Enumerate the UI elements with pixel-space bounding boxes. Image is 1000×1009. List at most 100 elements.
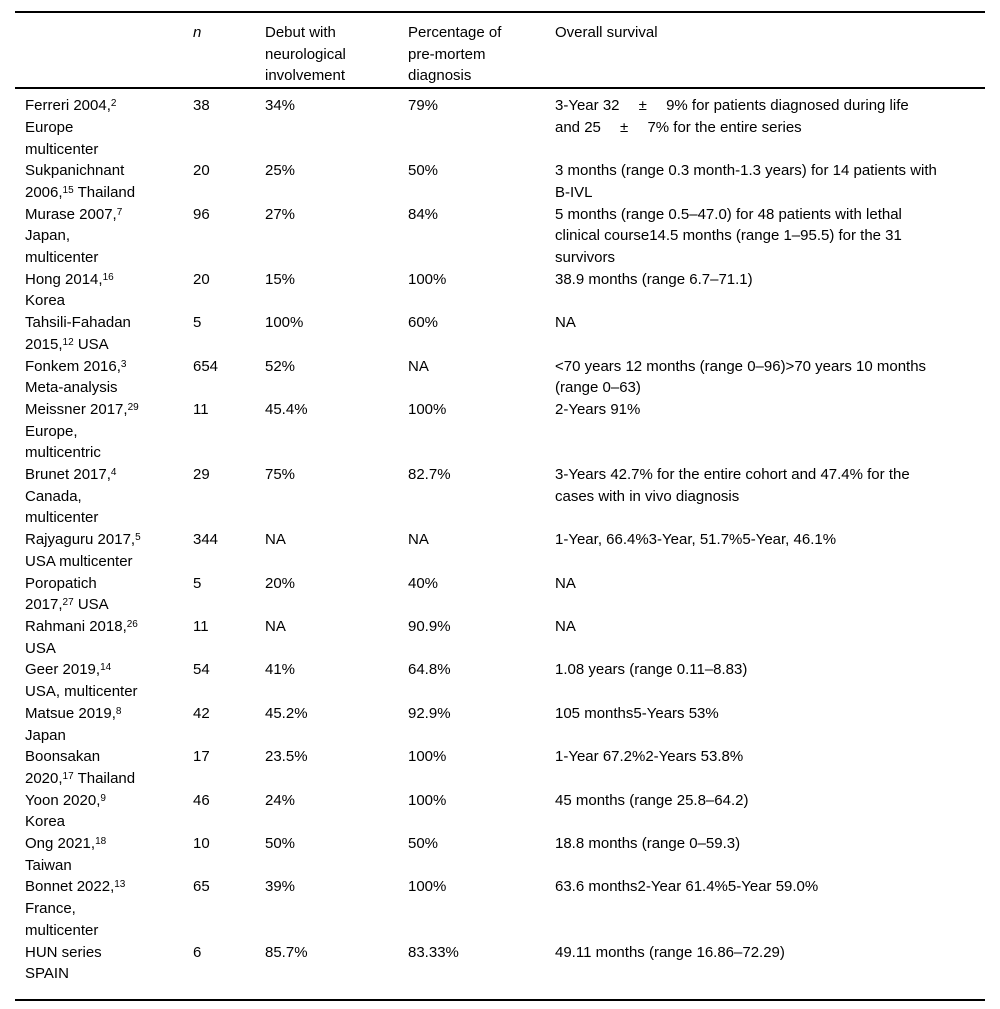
n-cell: 11 <box>193 617 209 635</box>
survival-cell: 49.11 months (range 16.86–72.29) <box>555 943 785 961</box>
table-row: Fonkem 2016,3 Meta-analysis 654 52% NA <70 y… <box>15 356 985 399</box>
premortem-cell: 79% <box>408 97 439 115</box>
table-header: n Debut with neurological involvement Pe… <box>15 12 985 90</box>
premortem-cell: 90.9% <box>408 617 451 635</box>
reference-superscript: 4 <box>110 467 117 479</box>
debut-cell: 45.2% <box>265 704 308 722</box>
reference-superscript: 27 <box>62 597 74 609</box>
n-cell: 654 <box>193 357 219 375</box>
table-row: Ferreri 2004,2 Europe multicenter 38 34% 79… <box>15 88 985 160</box>
study-cell: Poropatich 2017,27 USA <box>25 574 109 614</box>
n-cell: 38 <box>193 97 210 115</box>
reference-superscript: 16 <box>102 271 114 283</box>
n-cell: 42 <box>193 704 210 722</box>
study-cell: Hong 2014,16 Korea <box>25 270 114 310</box>
reference-superscript: 12 <box>62 336 74 348</box>
table-row: HUN series SPAIN 6 85.7% 83.33% 49.11 months… <box>15 942 985 1000</box>
survival-cell: 1-Year 67.2%2-Years 53.8% <box>555 748 744 766</box>
premortem-cell: 64.8% <box>408 661 451 679</box>
debut-cell: 27% <box>265 205 296 223</box>
reference-superscript: 29 <box>127 401 139 413</box>
reference-superscript: 26 <box>126 618 138 630</box>
n-cell: 29 <box>193 466 210 484</box>
debut-cell: 52% <box>265 357 296 375</box>
table-row: Poropatich 2017,27 USA 5 20% 40% NA <box>15 573 985 616</box>
study-cell: Yoon 2020,9 Korea <box>25 791 106 831</box>
table-row: Ong 2021,18 Taiwan 10 50% 50% 18.8 months (r… <box>15 833 985 876</box>
n-cell: 6 <box>193 943 202 961</box>
survival-cell: 1.08 years (range 0.11–8.83) <box>555 661 748 679</box>
col-header-premortem: Percentage of pre-mortem diagnosis <box>408 12 555 90</box>
table-row: Geer 2019,14 USA, multicenter 54 41% 64.8% 1… <box>15 659 985 702</box>
table-row: Matsue 2019,8 Japan 42 45.2% 92.9% 105 month… <box>15 703 985 746</box>
premortem-cell: 84% <box>408 205 439 223</box>
n-cell: 46 <box>193 791 210 809</box>
study-cell: HUN series SPAIN <box>25 943 102 983</box>
survival-cell: NA <box>555 617 576 635</box>
premortem-cell: 92.9% <box>408 704 451 722</box>
debut-cell: 39% <box>265 878 296 896</box>
survival-cell: 45 months (range 25.8–64.2) <box>555 791 749 809</box>
premortem-cell: 50% <box>408 835 439 853</box>
reference-superscript: 14 <box>100 662 112 674</box>
debut-cell: 23.5% <box>265 748 308 766</box>
reference-superscript: 17 <box>62 770 74 782</box>
table-row: Tahsili-Fahadan 2015,12 USA 5 100% 60% NA <box>15 312 985 355</box>
col-header-n: n <box>193 12 265 90</box>
debut-cell: 25% <box>265 162 296 180</box>
premortem-cell: NA <box>408 357 429 375</box>
survival-cell: 1-Year, 66.4%3-Year, 51.7%5-Year, 46.1% <box>555 531 837 549</box>
premortem-cell: 100% <box>408 400 447 418</box>
reference-superscript: 13 <box>114 879 126 891</box>
n-cell: 65 <box>193 878 210 896</box>
debut-cell: 20% <box>265 574 296 592</box>
survival-cell: 3 months (range 0.3 month-1.3 years) for… <box>555 162 937 201</box>
survival-cell: 105 months5-Years 53% <box>555 704 719 722</box>
premortem-cell: NA <box>408 531 429 549</box>
survival-cell: 2-Years 91% <box>555 400 641 418</box>
survival-cell: NA <box>555 314 576 332</box>
table-row: Sukpanichnant 2006,15 Thailand 20 25% 50% 3 … <box>15 160 985 203</box>
n-cell: 17 <box>193 748 210 766</box>
table-row: Boonsakan 2020,17 Thailand 17 23.5% 100% 1-Y… <box>15 746 985 789</box>
reference-superscript: 9 <box>100 792 106 804</box>
debut-cell: 100% <box>265 314 304 332</box>
premortem-cell: 100% <box>408 878 447 896</box>
debut-cell: NA <box>265 617 286 635</box>
premortem-cell: 50% <box>408 162 439 180</box>
study-cell: Matsue 2019,8 Japan <box>25 704 122 744</box>
reference-superscript: 18 <box>95 836 107 848</box>
survival-cell: 63.6 months2-Year 61.4%5-Year 59.0% <box>555 878 819 896</box>
n-cell: 344 <box>193 531 219 549</box>
table-row: Rajyaguru 2017,5 USA multicenter 344 NA NA 1… <box>15 529 985 572</box>
study-cell: Rahmani 2018,26 USA <box>25 617 138 657</box>
debut-cell: 15% <box>265 270 296 288</box>
study-cell: Meissner 2017,29 Europe, multicentric <box>25 400 139 462</box>
study-cell: Tahsili-Fahadan 2015,12 USA <box>25 314 131 353</box>
survival-cell: 18.8 months (range 0–59.3) <box>555 835 741 853</box>
premortem-cell: 40% <box>408 574 439 592</box>
col-header-overall-survival: Overall survival <box>555 12 985 90</box>
premortem-cell: 100% <box>408 748 447 766</box>
debut-cell: NA <box>265 531 286 549</box>
reference-superscript: 15 <box>62 184 74 196</box>
table-row: Yoon 2020,9 Korea 46 24% 100% 45 months (ran… <box>15 790 985 833</box>
premortem-cell: 100% <box>408 791 447 809</box>
survival-cell: 3-Years 42.7% for the entire cohort and … <box>555 466 910 505</box>
table-row: Meissner 2017,29 Europe, multicentric 11 4… <box>15 399 985 464</box>
table-row: Murase 2007,7 Japan, multicenter 96 27% 84%… <box>15 204 985 269</box>
reference-superscript: 2 <box>110 98 117 110</box>
debut-cell: 24% <box>265 791 296 809</box>
table-row: Hong 2014,16 Korea 20 15% 100% 38.9 months (… <box>15 269 985 312</box>
study-cell: Rajyaguru 2017,5 USA multicenter <box>25 531 141 570</box>
reference-superscript: 8 <box>115 705 122 717</box>
survival-studies-table: n Debut with neurological involvement Pe… <box>15 11 985 1001</box>
study-cell: Boonsakan 2020,17 Thailand <box>25 748 136 787</box>
study-cell: Murase 2007,7 Japan, multicenter <box>25 205 123 267</box>
debut-cell: 41% <box>265 661 296 679</box>
study-cell: Ong 2021,18 Taiwan <box>25 835 107 874</box>
debut-cell: 85.7% <box>265 943 308 961</box>
n-cell: 54 <box>193 661 210 679</box>
debut-cell: 75% <box>265 466 296 484</box>
